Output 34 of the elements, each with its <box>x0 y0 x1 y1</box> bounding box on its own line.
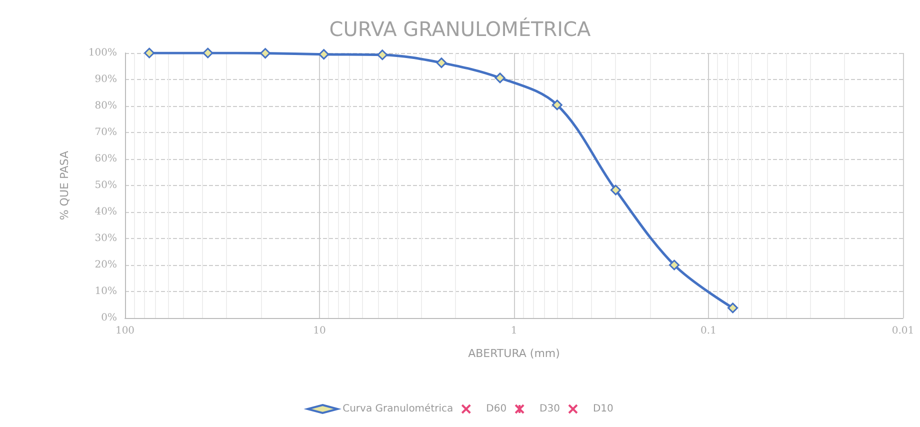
y-tick-label: 90% <box>94 74 117 85</box>
point <box>728 302 738 314</box>
point <box>494 72 506 84</box>
point <box>377 50 388 60</box>
point <box>610 184 621 196</box>
x-tick-label: 0.1 <box>700 326 716 336</box>
y-tick-label: 70% <box>94 127 117 138</box>
legend-label: Curva Granulométrica <box>342 404 454 414</box>
x-tick-label: 100 <box>115 326 135 336</box>
y-tick-label: 40% <box>94 206 117 218</box>
y-tick-label: 20% <box>94 260 117 270</box>
y-tick-label: 80% <box>94 100 117 112</box>
x-tick-label: 10 <box>313 326 326 336</box>
point <box>669 260 680 270</box>
point <box>552 100 562 110</box>
chart-title: CURVA GRANULOMÉTRICA <box>329 17 592 41</box>
legend-label: D60 <box>486 404 507 414</box>
y-axis-title: % QUE PASA <box>58 150 71 220</box>
x-tick-label: 1 <box>510 326 518 336</box>
legend-label: D30 <box>540 404 560 414</box>
y-tick-label: 10% <box>94 286 117 297</box>
y-tick-label: 50% <box>94 180 117 191</box>
point <box>202 48 214 58</box>
point <box>144 48 155 58</box>
point <box>260 48 271 59</box>
y-tick-label: 0% <box>101 312 117 324</box>
point <box>436 58 447 68</box>
legend-label: D10 <box>592 404 614 414</box>
y-tick-label: 60% <box>94 154 117 164</box>
y-tick-label: 30% <box>94 233 117 244</box>
y-tick-label: 100% <box>88 48 117 58</box>
point <box>318 49 330 60</box>
x-axis-title: ABERTURA (mm) <box>468 347 560 360</box>
x-tick-label: 0.01 <box>892 326 914 336</box>
